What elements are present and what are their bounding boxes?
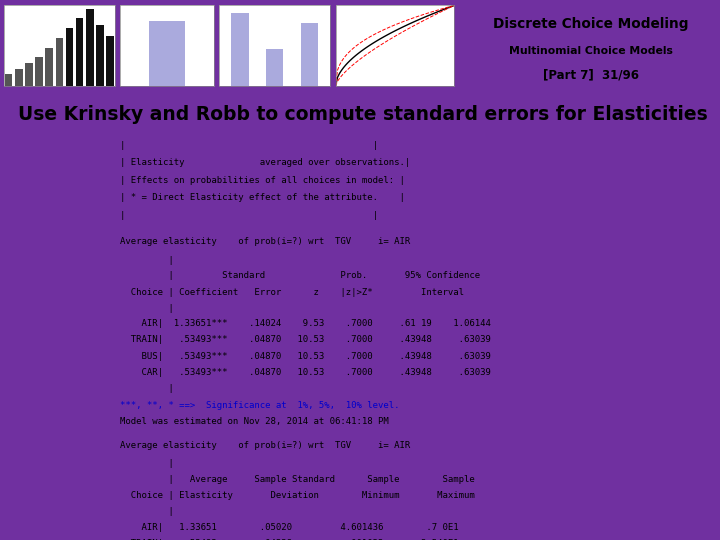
Bar xyxy=(66,29,73,86)
Bar xyxy=(55,38,63,86)
Text: | * = Direct Elasticity effect of the attribute.    |: | * = Direct Elasticity effect of the at… xyxy=(120,193,405,202)
Text: |: | xyxy=(120,507,174,516)
Text: |                                              |: | | xyxy=(120,140,377,150)
Text: AIR|   1.33651        .05020         4.601436        .7 0E1: AIR| 1.33651 .05020 4.601436 .7 0E1 xyxy=(120,523,458,532)
Text: Choice | Coefficient   Error      z    |z|>Z*         Interval: Choice | Coefficient Error z |z|>Z* Inte… xyxy=(120,288,464,297)
Text: |         Standard              Prob.       95% Confidence: | Standard Prob. 95% Confidence xyxy=(120,271,480,280)
Bar xyxy=(15,69,22,86)
Text: |   Average     Sample Standard      Sample        Sample: | Average Sample Standard Sample Sample xyxy=(120,475,474,484)
Text: AIR|  1.33651***    .14024    9.53    .7000     .61 19    1.06144: AIR| 1.33651*** .14024 9.53 .7000 .61 19… xyxy=(120,319,490,328)
Text: ***, **, * ==>  Significance at  1%, 5%,  10% level.: ***, **, * ==> Significance at 1%, 5%, 1… xyxy=(120,401,399,409)
Text: Use Krinsky and Robb to compute standard errors for Elasticities: Use Krinsky and Robb to compute standard… xyxy=(19,105,708,124)
Text: |: | xyxy=(120,384,174,393)
Text: CAR|   .53493***    .04870   10.53    .7000     .43948     .63039: CAR| .53493*** .04870 10.53 .7000 .43948… xyxy=(120,368,490,377)
Text: | Effects on probabilities of all choices in model: |: | Effects on probabilities of all choice… xyxy=(120,176,405,185)
Text: |                                              |: | | xyxy=(120,211,377,220)
Text: Model was estimated on Nov 28, 2014 at 06:41:18 PM: Model was estimated on Nov 28, 2014 at 0… xyxy=(120,417,388,426)
Bar xyxy=(266,49,284,86)
Text: |: | xyxy=(120,303,174,313)
Bar xyxy=(86,9,94,86)
Text: [Part 7]  31/96: [Part 7] 31/96 xyxy=(543,69,639,82)
Text: Average elasticity    of prob(i=?) wrt  TGV     i= AIR: Average elasticity of prob(i=?) wrt TGV … xyxy=(120,237,410,246)
Bar xyxy=(5,75,12,86)
Bar xyxy=(25,63,33,86)
Text: Average elasticity    of prob(i=?) wrt  TGV     i= AIR: Average elasticity of prob(i=?) wrt TGV … xyxy=(120,441,410,450)
Bar xyxy=(150,21,184,86)
Text: Discrete Choice Modeling: Discrete Choice Modeling xyxy=(493,17,688,31)
Text: TRAIN|   .53493***    .04870   10.53    .7000     .43948     .63039: TRAIN| .53493*** .04870 10.53 .7000 .439… xyxy=(120,335,490,345)
Text: BUS|   .53493***    .04870   10.53    .7000     .43948     .63039: BUS| .53493*** .04870 10.53 .7000 .43948… xyxy=(120,352,490,361)
Text: Multinomial Choice Models: Multinomial Choice Models xyxy=(509,45,672,56)
Bar xyxy=(96,24,104,86)
Text: TRAIN|    .53493        .04338          .001022       3.540E1: TRAIN| .53493 .04338 .001022 3.540E1 xyxy=(120,539,458,540)
Bar xyxy=(107,36,114,86)
Bar xyxy=(231,13,248,86)
Bar xyxy=(45,48,53,86)
Text: |: | xyxy=(120,255,174,265)
Bar xyxy=(301,23,318,86)
Bar xyxy=(35,57,43,86)
Text: Choice | Elasticity       Deviation        Minimum       Maximum: Choice | Elasticity Deviation Minimum Ma… xyxy=(120,491,474,501)
Bar xyxy=(76,18,84,86)
Text: | Elasticity              averaged over observations.|: | Elasticity averaged over observations.… xyxy=(120,158,410,167)
Text: |: | xyxy=(120,459,174,468)
